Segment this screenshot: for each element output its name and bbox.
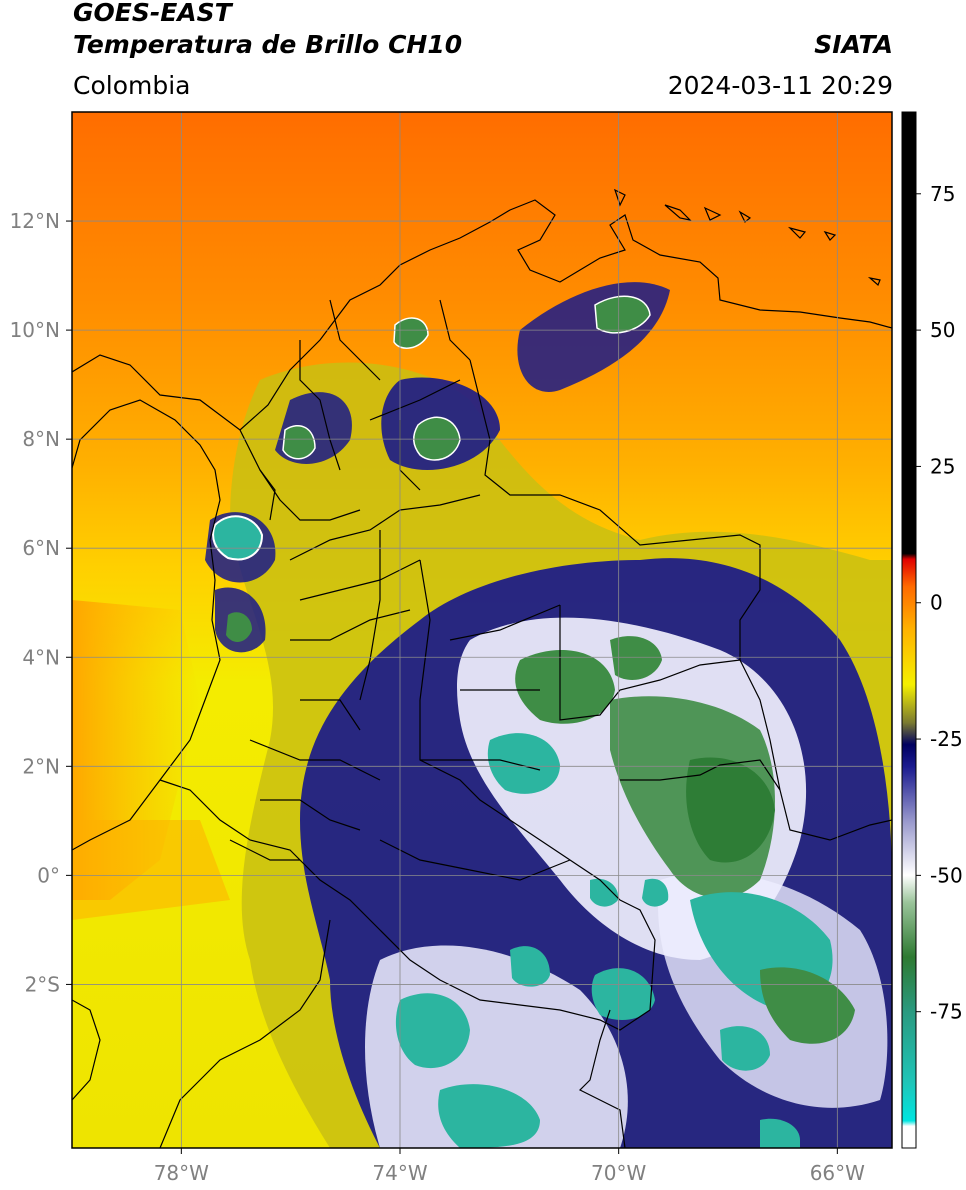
cloud-core-teal-1	[487, 733, 560, 794]
amazon-border	[620, 759, 781, 791]
colorbar-tick-label: -50	[930, 863, 963, 887]
peru-brazil-border	[419, 700, 656, 1011]
lon-tick-label: 78°W	[154, 1161, 209, 1185]
colorbar-tick-label: 75	[930, 182, 955, 206]
cloud-core-green-1	[515, 650, 615, 724]
cloud-core-teal-3	[395, 993, 470, 1069]
island-outlines	[613, 188, 881, 287]
lat-tick-label: 4°N	[22, 645, 60, 669]
colorbar-tick-label: -75	[930, 1000, 963, 1024]
ecuador-border	[159, 779, 651, 1031]
colorbar-tick-label: -25	[930, 727, 963, 751]
colorbar-tick-label: 50	[930, 318, 955, 342]
region-label: Colombia	[73, 71, 191, 100]
dept-lines	[229, 299, 571, 881]
lat-tick-label: 0°	[37, 863, 60, 887]
panama-border	[239, 429, 276, 521]
borders	[72, 188, 892, 1148]
axis-tick-labels: 78°W 74°W 70°W 66°W 12°N 10°N 8°N 6°N 4°N 2°N 0° 2°…	[10, 209, 866, 1185]
map-frame	[71, 111, 893, 1149]
lat-tick-label: 10°N	[10, 318, 60, 342]
lon-tick-label: 66°W	[810, 1161, 865, 1185]
lat-tick-label: 8°N	[22, 427, 60, 451]
lat-tick-label: 2°S	[25, 972, 60, 996]
colorbar-bar	[902, 112, 916, 1148]
gridlines	[72, 112, 892, 1148]
colorbar-frame	[901, 111, 917, 1149]
guainia-border	[559, 605, 741, 721]
pacific-coast	[72, 399, 221, 851]
colorbar-ticks: 75 50 25 0 -25 -50 -75	[916, 182, 963, 1024]
lat-tick-label: 2°N	[22, 754, 60, 778]
timestamp-label: 2024-03-11 20:29	[667, 71, 893, 100]
lon-tick-label: 74°W	[372, 1161, 427, 1185]
product-title: Temperatura de Brillo CH10	[73, 30, 463, 59]
map-field	[72, 112, 892, 1148]
lat-tick-label: 12°N	[10, 209, 60, 233]
lat-tick-label: 6°N	[22, 536, 60, 560]
colorbar: 75 50 25 0 -25 -50 -75	[901, 111, 963, 1149]
lon-tick-label: 70°W	[591, 1161, 646, 1185]
caribbean-coast	[72, 199, 892, 431]
colorbar-tick-label: 25	[930, 454, 955, 478]
colorbar-tick-label: 0	[930, 591, 943, 615]
venezuela-border	[469, 359, 892, 841]
agency-label: SIATA	[814, 30, 893, 59]
satellite-title: GOES-EAST	[73, 0, 232, 27]
